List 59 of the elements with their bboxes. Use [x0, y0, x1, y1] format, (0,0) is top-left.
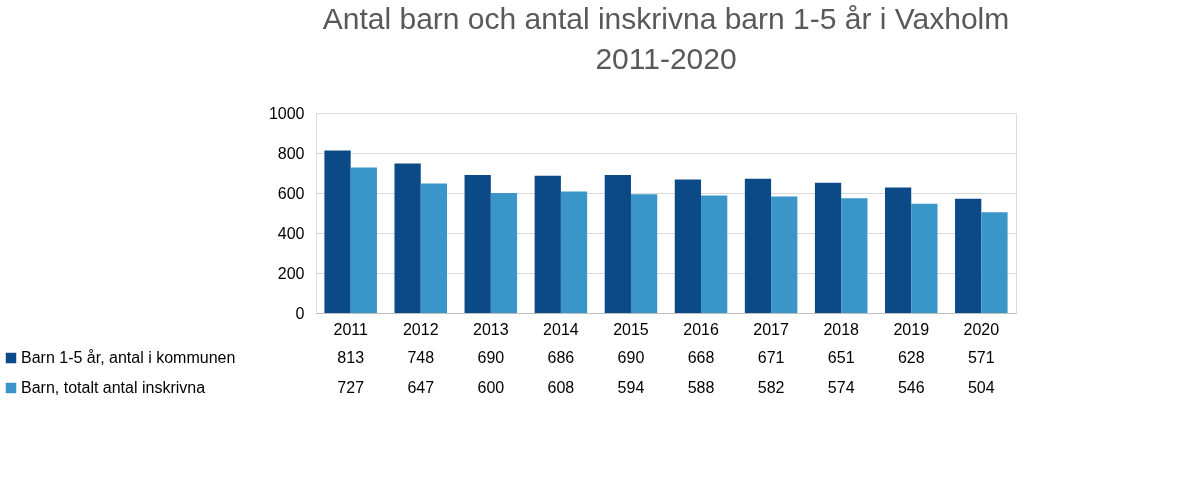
bar [744, 178, 772, 313]
data-label: 594 [617, 379, 645, 396]
bar [324, 150, 351, 313]
y-tick-label: 800 [277, 144, 305, 162]
y-tick-label: 0 [295, 304, 305, 322]
bar [490, 193, 518, 313]
x-tick-label: 2015 [613, 320, 649, 338]
x-tick-label: 2019 [893, 320, 930, 338]
bar [350, 167, 377, 313]
bar [955, 198, 982, 313]
bar [911, 203, 938, 313]
data-label: 546 [897, 379, 925, 396]
bar [981, 212, 1008, 313]
x-tick-label: 2012 [402, 320, 439, 338]
bar [674, 179, 702, 313]
x-tick-label: 2014 [543, 320, 579, 338]
data-label: 813 [337, 349, 365, 366]
bar [560, 191, 588, 313]
data-label: 504 [967, 379, 995, 396]
y-tick-label: 200 [277, 264, 305, 282]
bar [394, 163, 421, 313]
data-label: 686 [547, 349, 575, 366]
data-label: 651 [827, 349, 855, 366]
bar [630, 194, 658, 313]
data-label: 582 [757, 379, 785, 396]
data-label: 608 [547, 379, 575, 396]
bar [534, 175, 561, 313]
x-tick-label: 2018 [823, 320, 860, 338]
bar [604, 175, 631, 313]
data-label: 690 [477, 349, 505, 366]
data-label: 574 [827, 379, 855, 396]
data-label: 600 [477, 379, 505, 396]
bar [701, 195, 728, 313]
data-label: 748 [407, 349, 435, 366]
legend-label: Barn, totalt antal inskrivna [21, 379, 206, 396]
bar [814, 182, 842, 313]
x-tick-label: 2016 [683, 320, 719, 338]
data-label: 690 [617, 349, 645, 366]
bar [464, 175, 491, 313]
data-label: 671 [757, 349, 785, 366]
bar [420, 183, 448, 313]
x-tick-label: 2017 [753, 320, 789, 338]
bar [841, 198, 868, 313]
bar [884, 187, 912, 313]
data-label: 628 [897, 349, 925, 366]
y-tick-label: 400 [277, 224, 305, 242]
data-label: 668 [687, 349, 715, 366]
x-tick-label: 2020 [963, 320, 1000, 338]
x-tick-label: 2013 [473, 320, 509, 338]
data-label: 571 [967, 349, 995, 366]
bar [771, 196, 798, 313]
data-label: 647 [407, 379, 435, 396]
y-tick-label: 600 [277, 184, 305, 202]
data-label: 588 [687, 379, 715, 396]
x-tick-label: 2011 [333, 320, 368, 338]
y-tick-label: 1000 [268, 104, 305, 122]
legend-label: Barn 1-5 år, antal i kommunen [21, 349, 236, 366]
data-label: 727 [337, 379, 365, 396]
chart-title: Antal barn och antal inskrivna barn 1-5 år i Vaxholm 2011-2020 [322, 2, 1010, 75]
